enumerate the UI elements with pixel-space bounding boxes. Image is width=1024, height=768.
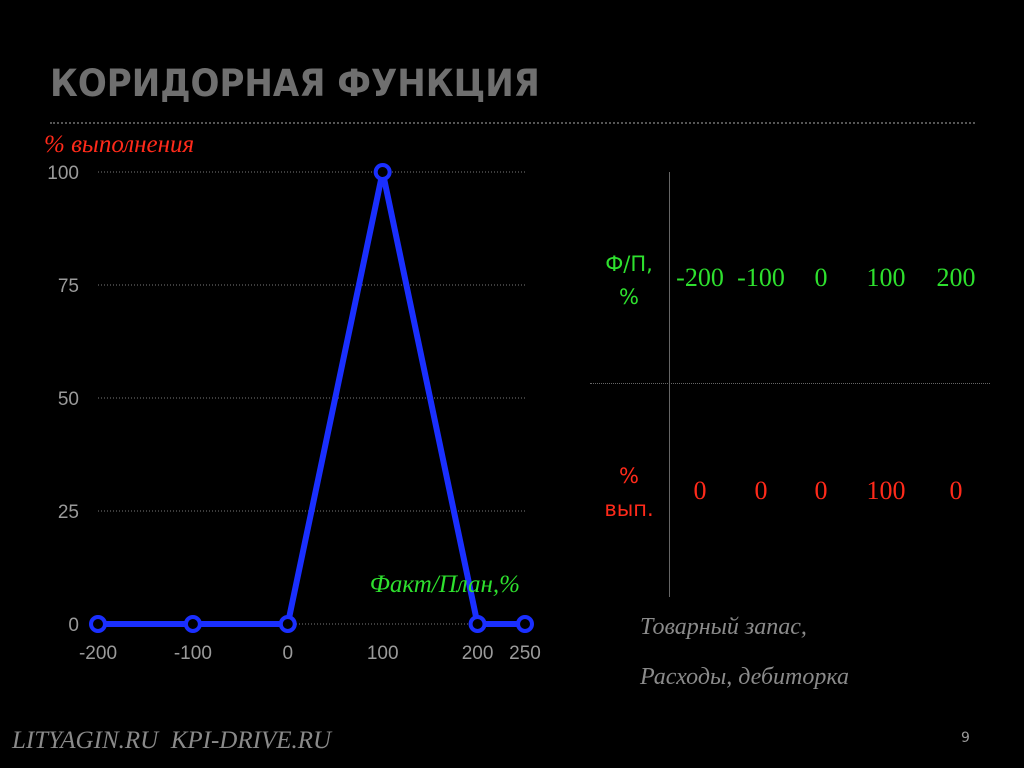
x-tick-label: 200	[462, 643, 494, 664]
fp-value: 200	[936, 263, 976, 292]
x-axis-label: Факт/План,%	[370, 571, 520, 598]
vyp-value: 0	[693, 476, 707, 505]
fp-value: 0	[814, 263, 828, 292]
y-tick-label: 50	[58, 389, 79, 410]
data-point	[183, 615, 202, 633]
table-vertical-divider	[669, 172, 670, 597]
corridor-line-chart: 0 25 50 75 100 -200 -100 0 100 200 250 % выполнен…	[44, 131, 541, 664]
x-tick-label: -100	[174, 643, 212, 664]
vyp-value: 0	[754, 476, 768, 505]
note-inventory: Товарный запас,	[640, 614, 807, 640]
vyp-value: 100	[866, 476, 906, 505]
fp-value: -200	[676, 263, 724, 292]
data-point	[516, 615, 534, 633]
page-number: 9	[961, 730, 970, 746]
y-axis-ticks: 0 25 50 75 100	[47, 163, 79, 636]
y-tick-label: 25	[58, 502, 79, 523]
x-axis-ticks: -200 -100 0 100 200 250	[79, 643, 541, 664]
x-tick-label: -200	[79, 643, 117, 664]
correspondence-table: Ф/П,% % вып. -200 -100 0 100 200 0 0 0 10…	[590, 172, 990, 597]
row-header-completion: % вып.	[604, 464, 654, 521]
data-point	[89, 615, 107, 633]
x-tick-label: 100	[367, 643, 399, 664]
data-point	[468, 615, 487, 633]
row-header-fact-plan: Ф/П,%	[605, 252, 653, 309]
x-tick-label: 0	[282, 643, 293, 664]
y-tick-label: 75	[58, 276, 79, 297]
slide-title: КОРИДОРНАЯ ФУНКЦИЯ	[50, 62, 540, 105]
y-tick-label: 0	[68, 615, 79, 636]
data-point	[278, 615, 297, 633]
vyp-value: 0	[814, 476, 828, 505]
vyp-value: 0	[949, 476, 963, 505]
footer-links: LITYAGIN.RU KPI-DRIVE.RU	[12, 727, 332, 754]
note-expenses: Расходы, дебиторка	[640, 664, 850, 690]
fp-value: -100	[737, 263, 785, 292]
fp-value: 100	[866, 263, 906, 292]
table-horizontal-divider	[590, 383, 990, 384]
data-point	[373, 163, 392, 181]
y-tick-label: 100	[47, 163, 79, 184]
title-divider	[50, 122, 975, 124]
y-axis-label: % выполнения	[44, 131, 194, 158]
chart-series	[89, 163, 534, 633]
x-tick-label: 250	[509, 643, 541, 664]
